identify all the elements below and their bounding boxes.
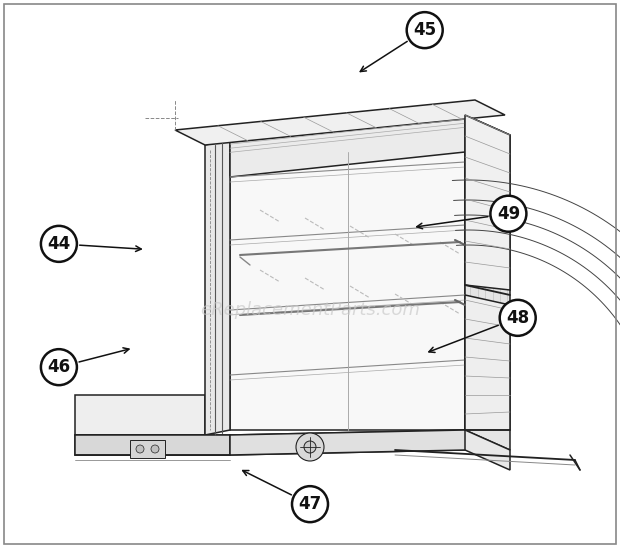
Polygon shape (230, 115, 465, 177)
Circle shape (292, 486, 328, 522)
Text: 45: 45 (413, 21, 436, 39)
Polygon shape (205, 140, 230, 435)
Text: 49: 49 (497, 205, 520, 222)
Polygon shape (465, 295, 510, 430)
Polygon shape (75, 395, 205, 435)
Text: 48: 48 (506, 309, 529, 327)
Text: 44: 44 (47, 235, 71, 253)
Circle shape (490, 196, 526, 232)
Text: 46: 46 (47, 358, 71, 376)
Circle shape (500, 300, 536, 336)
Circle shape (296, 433, 324, 461)
Circle shape (41, 349, 77, 385)
Polygon shape (465, 115, 510, 450)
Polygon shape (75, 430, 510, 470)
Polygon shape (175, 100, 505, 145)
Circle shape (304, 441, 316, 453)
Circle shape (136, 445, 144, 453)
Polygon shape (230, 115, 465, 430)
Polygon shape (465, 115, 510, 290)
Bar (130, 440, 165, 458)
Circle shape (41, 226, 77, 262)
Circle shape (407, 12, 443, 48)
Circle shape (151, 445, 159, 453)
Text: eReplacementParts.com: eReplacementParts.com (200, 301, 420, 319)
Polygon shape (230, 430, 465, 455)
Polygon shape (75, 435, 230, 455)
Text: 47: 47 (298, 495, 322, 513)
